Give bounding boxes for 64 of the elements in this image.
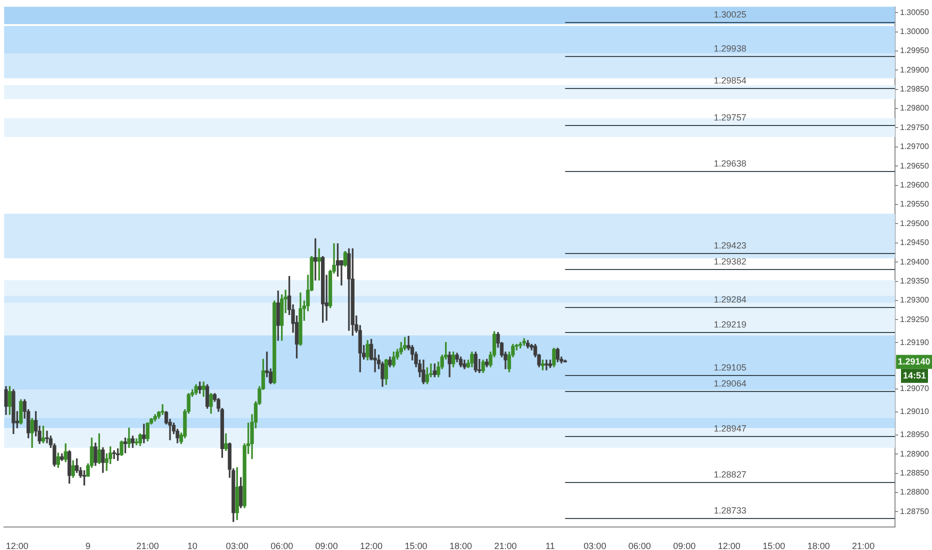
y-tick-label: 1.29190 <box>900 338 930 347</box>
x-tick-label: 09:00 <box>315 540 338 550</box>
y-tick-label: 1.29900 <box>900 65 930 74</box>
y-tick-label: 1.29800 <box>900 104 930 113</box>
x-tick-label: 06:00 <box>628 540 651 550</box>
x-tick-label: 18:00 <box>449 540 472 550</box>
y-tick-label: 1.29650 <box>900 161 930 170</box>
candlestick <box>544 360 548 370</box>
y-tick-label: 1.29010 <box>900 407 930 416</box>
y-tick-label: 1.28750 <box>900 506 930 516</box>
y-tick-label: 1.29700 <box>900 142 930 152</box>
candlestick <box>340 260 344 286</box>
ref-line-label: 1.28947 <box>714 423 746 434</box>
y-tick-label: 1.29250 <box>900 314 930 324</box>
y-tick-label: 1.28800 <box>900 488 930 497</box>
y-tick-label: 1.29070 <box>900 384 930 393</box>
y-tick-label: 1.28850 <box>900 468 930 478</box>
x-tick-label: 15:00 <box>762 540 786 550</box>
ref-line-label: 1.29938 <box>714 43 746 54</box>
x-tick-label: 12:00 <box>6 540 28 550</box>
x-tick-label: 03:00 <box>226 540 248 550</box>
x-tick-label: 21:00 <box>852 540 875 550</box>
y-tick-label: 1.29350 <box>900 276 930 286</box>
x-tick-label: 21:00 <box>136 540 159 550</box>
y-tick-label: 1.28900 <box>900 449 930 458</box>
x-tick-label: 11 <box>546 540 555 550</box>
y-tick-label: 1.29500 <box>900 218 930 228</box>
ref-line-label: 1.29382 <box>714 256 746 266</box>
y-tick-label: 1.29750 <box>900 122 930 132</box>
x-tick-label: 10 <box>187 540 198 550</box>
ref-line-label: 1.29854 <box>714 75 746 86</box>
ref-line-label: 1.29757 <box>714 112 746 122</box>
x-tick-label: 03:00 <box>584 540 606 550</box>
x-tick-label: 15:00 <box>404 540 428 550</box>
y-tick-label: 1.29950 <box>900 46 930 56</box>
x-tick-label: 12:00 <box>718 540 740 550</box>
x-tick-label: 18:00 <box>807 540 830 550</box>
ref-line-label: 1.29638 <box>714 158 746 168</box>
x-tick-label: 09:00 <box>673 540 696 550</box>
y-tick-label: 1.30000 <box>900 26 930 36</box>
y-tick-label: 1.29600 <box>900 180 930 190</box>
y-tick-label: 1.29300 <box>900 296 930 305</box>
y-tick-label: 1.28950 <box>900 430 930 440</box>
x-tick-label: 12:00 <box>360 540 383 550</box>
ref-line-label: 1.28827 <box>714 469 746 480</box>
ref-line-label: 1.28733 <box>714 505 746 516</box>
ref-line-label: 1.29284 <box>714 294 746 304</box>
ref-line-label: 1.29219 <box>714 319 746 330</box>
x-tick-label: 06:00 <box>270 540 294 550</box>
ref-line-label: 1.30025 <box>714 9 746 20</box>
x-tick-label: 9 <box>85 540 91 550</box>
y-tick-label: 1.29550 <box>900 200 930 209</box>
candlestick <box>127 428 131 448</box>
y-tick-label: 1.29850 <box>900 84 930 94</box>
ref-line-label: 1.29423 <box>714 240 746 250</box>
text: 14:51 <box>902 370 926 380</box>
y-tick-label: 1.30050 <box>900 8 930 17</box>
candlestick <box>160 404 164 415</box>
y-tick-label: 1.29450 <box>900 238 930 248</box>
annotation: 1.29140 <box>898 356 930 366</box>
x-tick-label: 21:00 <box>494 540 517 550</box>
y-tick-label: 1.29400 <box>900 257 930 266</box>
ref-line-label: 1.29105 <box>714 362 746 372</box>
ref-line-label: 1.29064 <box>714 378 746 388</box>
